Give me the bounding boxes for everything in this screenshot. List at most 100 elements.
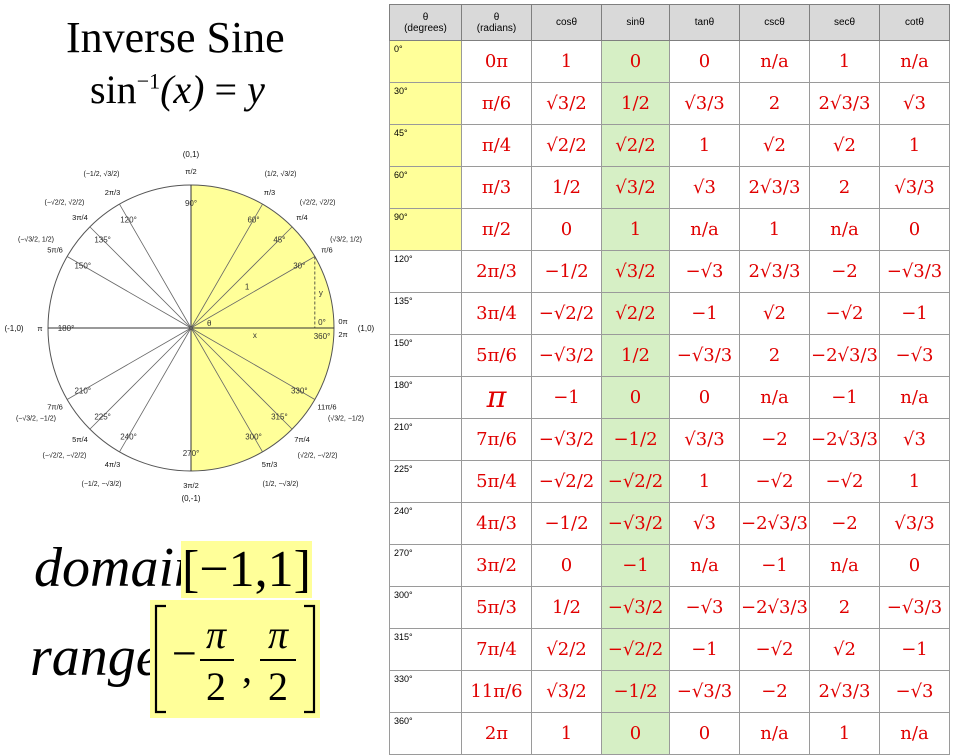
value-cell: −√3/2	[531, 418, 602, 461]
header-unit: (degrees)	[404, 22, 447, 34]
point-coordinate-label: (√3/2, −1/2)	[328, 415, 364, 423]
header-symbol: cosθ	[555, 17, 578, 28]
value-cell: 3π/4	[461, 292, 532, 335]
value-cell: 5π/4	[461, 460, 532, 503]
value-cell: −1	[879, 292, 950, 335]
value-cell: π/6	[461, 82, 532, 125]
header-0: θ (degrees)	[389, 4, 462, 41]
value-cell: √2	[739, 124, 810, 167]
header-1: θ (radians)	[461, 4, 532, 41]
value-cell: 2	[739, 334, 810, 377]
degree-cell: 120°	[389, 250, 462, 293]
value-cell: 2√3/3	[739, 250, 810, 293]
value-cell: −2√3/3	[739, 502, 810, 545]
value-cell: n/a	[879, 712, 950, 755]
angle-radian-label: 5π/6	[47, 246, 63, 255]
value-cell: 0	[879, 544, 950, 587]
value-cell: −√3/3	[879, 250, 950, 293]
value-cell: −√2	[739, 460, 810, 503]
value-cell: 1	[739, 208, 810, 251]
degree-cell: 135°	[389, 292, 462, 335]
angle-radian-label: 7π/6	[47, 403, 63, 412]
value-cell: −√2	[809, 460, 880, 503]
value-cell: 0	[601, 40, 670, 83]
angle-degree-label: 30°	[293, 262, 305, 271]
value-cell: √3/2	[531, 670, 602, 713]
formula-exponent: −1	[136, 68, 161, 94]
angle-degree-label: 360°	[314, 332, 331, 341]
value-cell: n/a	[669, 208, 740, 251]
degree-cell: 30°	[389, 82, 462, 125]
point-coordinate-label: (−1/2, −√3/2)	[81, 480, 121, 488]
value-cell: n/a	[809, 208, 880, 251]
value-cell: π/4	[461, 124, 532, 167]
range-value: − π 2 , π 2	[154, 604, 316, 714]
radius-line	[190, 327, 293, 430]
range-left-numerator: π	[206, 612, 227, 657]
degree-cell: 330°	[389, 670, 462, 713]
angle-degree-label: 270°	[183, 449, 200, 458]
table-row: 90° π/2 0 1 n/a 1 n/a 0	[389, 208, 950, 251]
value-cell: √3	[669, 502, 740, 545]
formula-equals: =	[214, 67, 238, 112]
radius-line	[190, 327, 316, 400]
table-header-row: θ (degrees) θ (radians) cosθ sinθ tanθ cscθ secθ…	[389, 4, 950, 41]
angle-degree-label: 210°	[74, 387, 91, 396]
value-cell: 1	[669, 460, 740, 503]
table-row: 300° 5π/3 1/2 −√3/2 −√3 −2√3/3 2 −√3/3	[389, 586, 950, 629]
value-cell: √2/2	[601, 292, 670, 335]
value-cell: n/a	[669, 544, 740, 587]
value-cell: 2	[739, 82, 810, 125]
value-cell: π	[461, 376, 532, 419]
radius-line	[190, 256, 316, 329]
range-comma: ,	[242, 646, 252, 691]
value-cell: √3/3	[879, 502, 950, 545]
degree-cell: 150°	[389, 334, 462, 377]
angle-degree-label: 60°	[247, 216, 259, 225]
value-cell: 2√3/3	[739, 166, 810, 209]
degree-cell: 60°	[389, 166, 462, 209]
x-leg-label: x	[253, 331, 257, 340]
value-cell: −1	[669, 628, 740, 671]
header-3: sinθ	[601, 4, 670, 41]
value-cell: √3/2	[531, 82, 602, 125]
radius-line	[119, 203, 192, 329]
angle-radian-label: π/4	[296, 213, 307, 222]
point-coordinate-label: (−√2/2, −√2/2)	[42, 452, 86, 460]
value-cell: 0	[531, 208, 602, 251]
header-7: cotθ	[879, 4, 950, 41]
angle-degree-label: 180°	[58, 324, 75, 333]
value-cell: 3π/2	[461, 544, 532, 587]
point-coordinate-label: (−1/2, √3/2)	[84, 170, 120, 178]
angle-degree-label: 240°	[120, 432, 137, 441]
radius-line	[190, 327, 263, 453]
value-cell: π/2	[461, 208, 532, 251]
value-cell: 4π/3	[461, 502, 532, 545]
angle-radian-label: 3π/2	[183, 481, 199, 490]
value-cell: 1	[531, 40, 602, 83]
value-cell: −2√3/3	[809, 334, 880, 377]
point-left-label: (-1,0)	[4, 324, 23, 333]
value-cell: 0	[601, 712, 670, 755]
value-cell: −1	[531, 376, 602, 419]
value-cell: 0	[669, 40, 740, 83]
value-cell: 1/2	[601, 334, 670, 377]
point-coordinate-label: (−√3/2, 1/2)	[18, 236, 54, 244]
angle-radian-label: π/3	[264, 188, 275, 197]
value-cell: 0	[531, 544, 602, 587]
angle-radian-label: 3π/4	[72, 213, 88, 222]
value-cell: −√3/2	[531, 334, 602, 377]
value-cell: 0	[879, 208, 950, 251]
radius-line	[190, 203, 263, 329]
value-cell: √3	[669, 166, 740, 209]
table-row: 30° π/6 √3/2 1/2 √3/3 2 2√3/3 √3	[389, 82, 950, 125]
angle-radian-label: 2π/3	[105, 188, 121, 197]
value-cell: −√2/2	[531, 460, 602, 503]
value-cell: 0	[601, 376, 670, 419]
table-row: 240° 4π/3 −1/2 −√3/2 √3 −2√3/3 −2 √3/3	[389, 502, 950, 545]
value-cell: 7π/4	[461, 628, 532, 671]
trig-values-table: θ (degrees) θ (radians) cosθ sinθ tanθ cscθ secθ…	[389, 4, 950, 755]
value-cell: −√3	[669, 250, 740, 293]
angle-degree-label: 120°	[120, 216, 137, 225]
value-cell: 2√3/3	[809, 82, 880, 125]
